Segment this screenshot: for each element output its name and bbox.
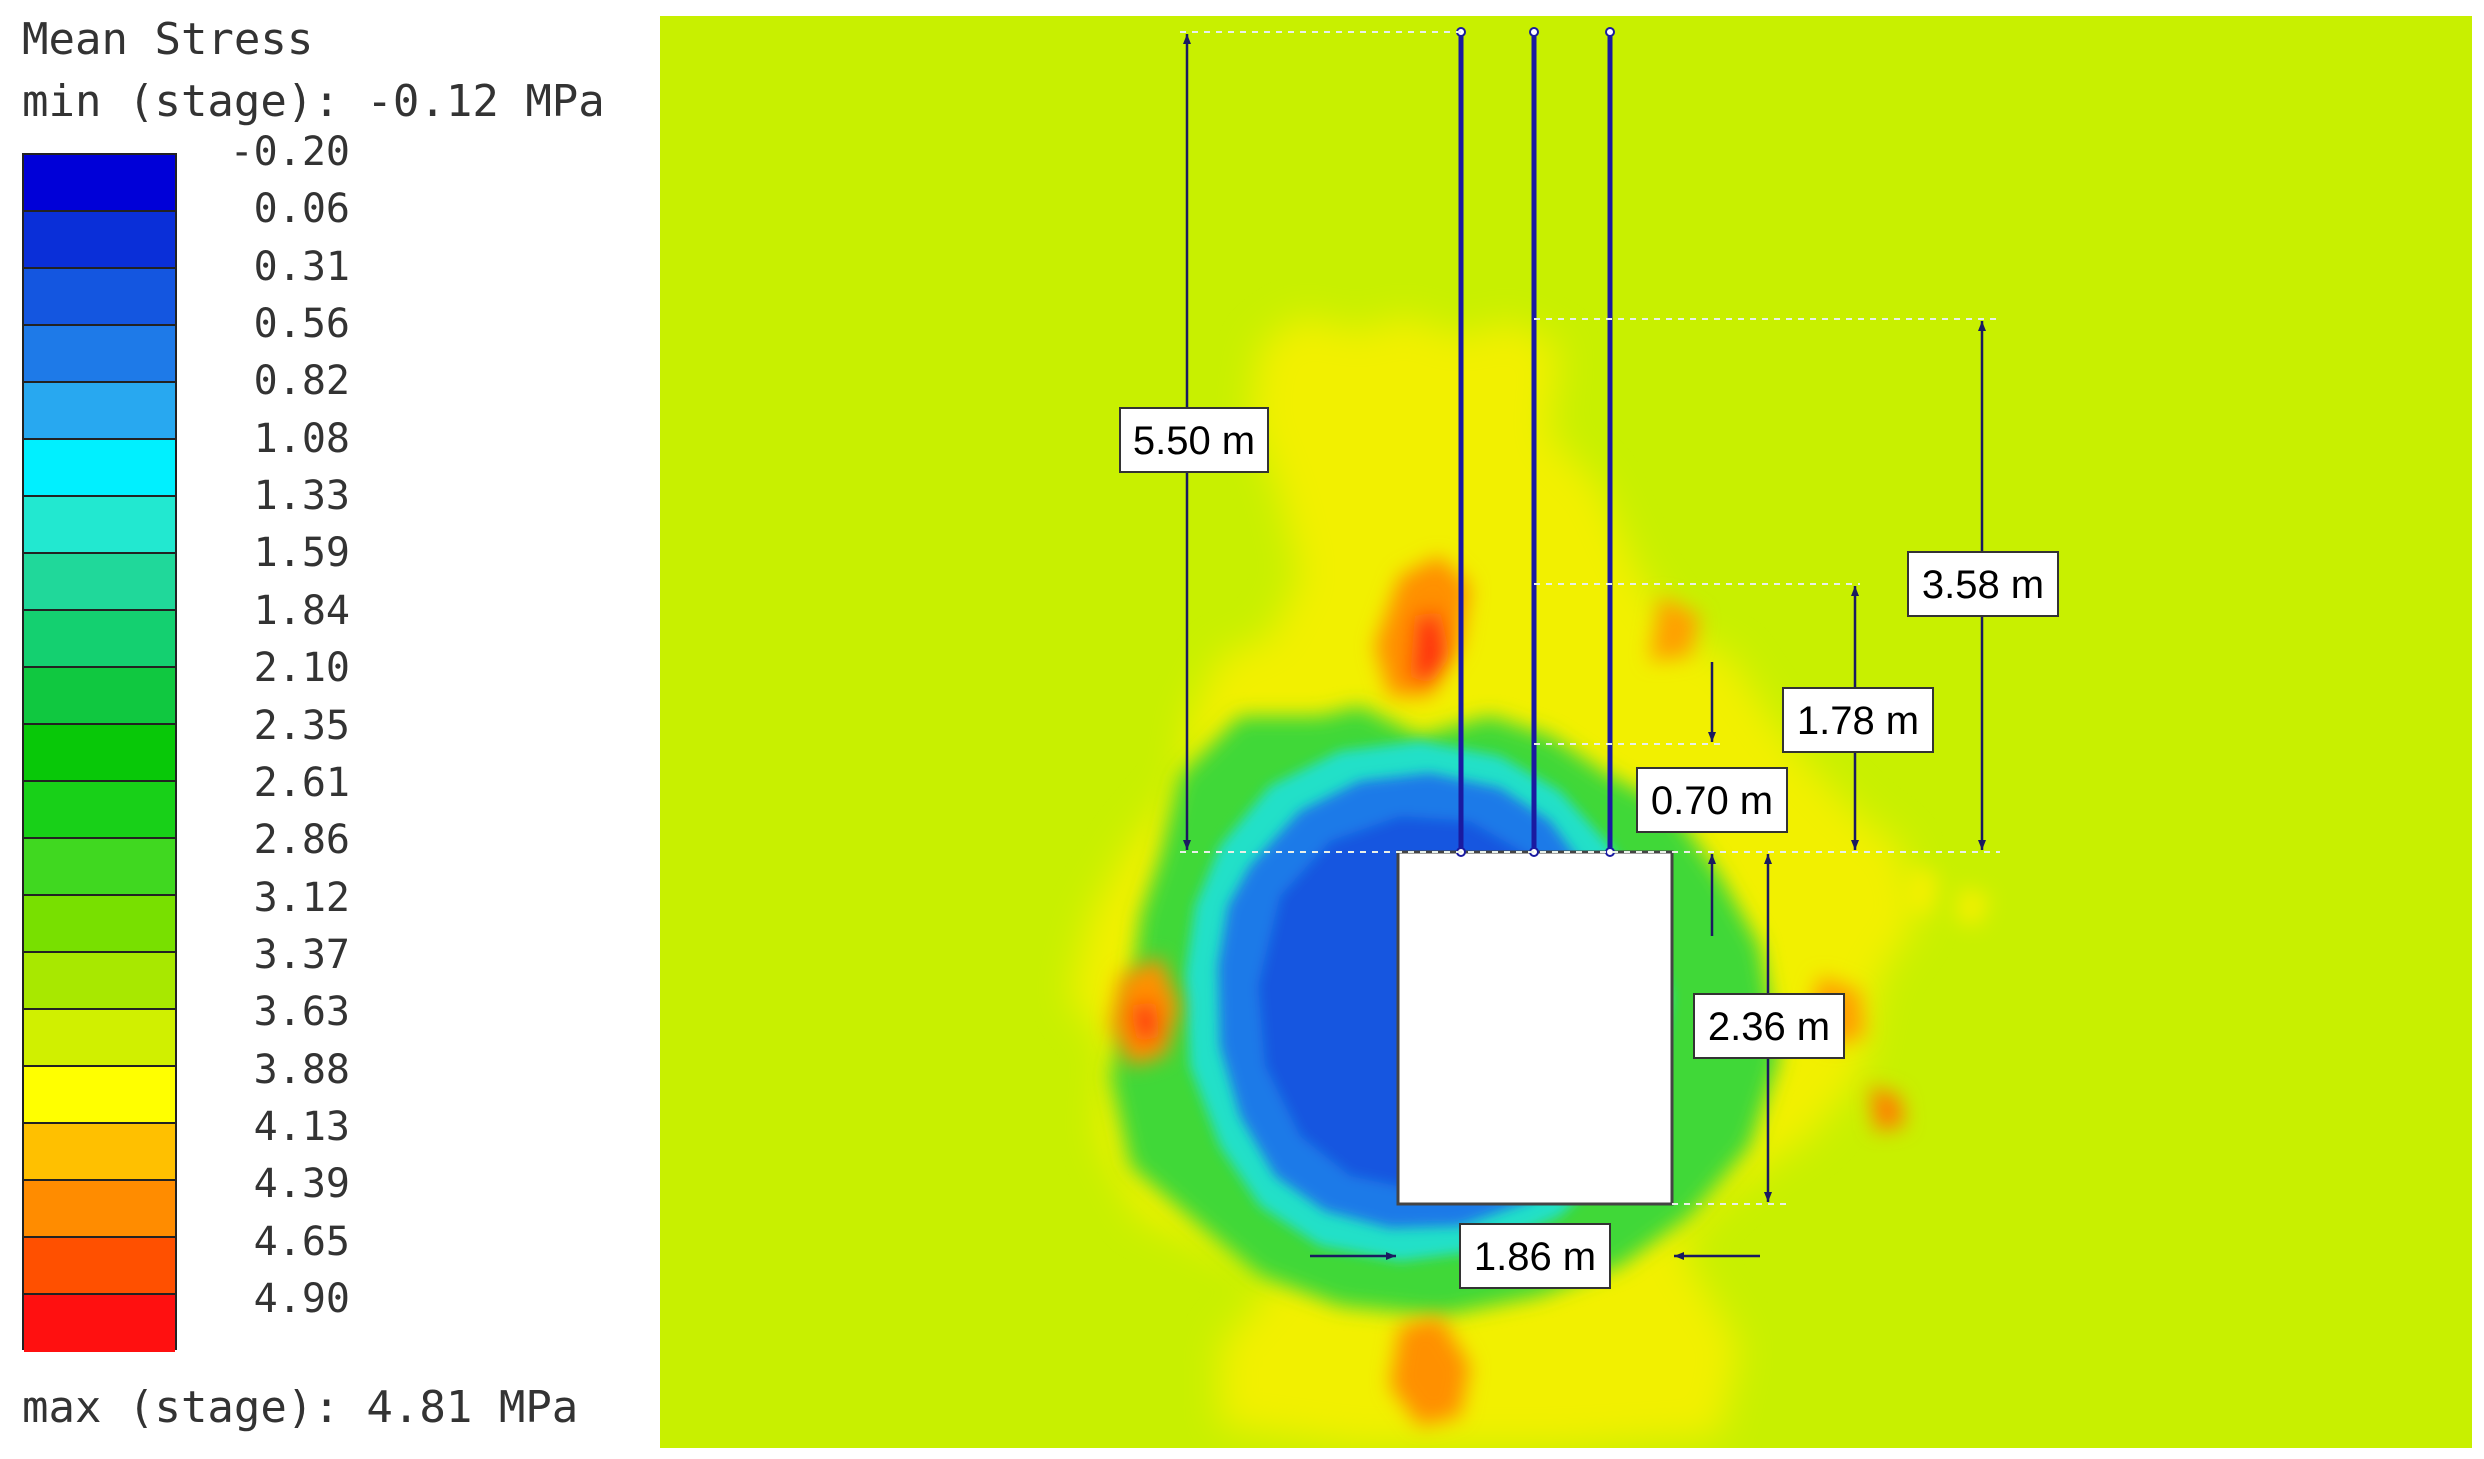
colorbar-tick-label: 3.37 (253, 931, 350, 978)
colorbar-tick-label: -0.20 (229, 129, 350, 175)
extension-lines (1180, 31, 2000, 1205)
colorbar-swatch (24, 1238, 175, 1295)
colorbar-swatch (24, 1181, 175, 1238)
colorbar (22, 153, 177, 1352)
colorbar-tick-label: 2.10 (253, 645, 350, 692)
colorbar-tick-label: 4.13 (253, 1103, 350, 1150)
colorbar-swatch (24, 440, 175, 497)
dim-label-0-70: 0.70 m (1636, 767, 1788, 833)
colorbar-tick-label: 2.35 (253, 702, 350, 749)
tunnel-opening (1396, 850, 1674, 1206)
colorbar-swatch (24, 1010, 175, 1067)
colorbar-swatch (24, 1295, 175, 1352)
dim-label-3-58: 3.58 m (1907, 551, 2059, 617)
colorbar-tick-label: 4.39 (253, 1161, 350, 1208)
colorbar-swatch (24, 896, 175, 953)
colorbar-swatch (24, 497, 175, 554)
colorbar-tick-label: 4.90 (253, 1276, 350, 1322)
colorbar-tick-label: 1.59 (253, 530, 350, 577)
colorbar-tick-label: 0.82 (253, 358, 350, 405)
svg-text:3.58 m: 3.58 m (1922, 563, 2044, 607)
colorbar-swatch (24, 155, 175, 212)
colorbar-tick-label: 0.06 (253, 186, 350, 233)
legend-max-value: max (stage): 4.81 MPa (22, 1382, 579, 1433)
dim-label-5-50: 5.50 m (1119, 407, 1269, 473)
colorbar-swatch (24, 953, 175, 1010)
colorbar-tick-label: 2.61 (253, 759, 350, 806)
colorbar-tick-label: 3.63 (253, 989, 350, 1036)
legend-panel: Mean Stress min (stage): -0.12 MPa -0.20… (0, 0, 655, 1459)
colorbar-swatch (24, 554, 175, 611)
colorbar-swatch (24, 1067, 175, 1124)
hotspots (1110, 556, 1990, 1426)
colorbar-swatch (24, 782, 175, 839)
colorbar-tick-label: 3.12 (253, 874, 350, 921)
colorbar-swatch (24, 725, 175, 782)
model-view: 5.50 m 3.58 m 1.78 m 0.70 m 2.36 m 1.86 … (660, 16, 2472, 1448)
colorbar-swatch (24, 668, 175, 725)
colorbar-tick-label: 1.33 (253, 473, 350, 520)
colorbar-swatch (24, 326, 175, 383)
rock-bolts (1458, 32, 1613, 852)
svg-text:5.50 m: 5.50 m (1133, 419, 1255, 463)
colorbar-tick-label: 3.88 (253, 1046, 350, 1093)
colorbar-tick-label: 0.56 (253, 301, 350, 348)
dim-label-2-36: 2.36 m (1693, 993, 1845, 1059)
legend-min-value: min (stage): -0.12 MPa (22, 76, 605, 127)
legend-title: Mean Stress (22, 14, 314, 65)
dim-label-1-86: 1.86 m (1459, 1223, 1611, 1289)
colorbar-tick-label: 2.86 (253, 817, 350, 864)
colorbar-tick-label: 1.84 (253, 587, 350, 634)
svg-text:1.78 m: 1.78 m (1797, 699, 1919, 743)
colorbar-tick-label: 1.08 (253, 415, 350, 462)
svg-text:0.70 m: 0.70 m (1651, 779, 1773, 823)
colorbar-tick-label: 0.31 (253, 243, 350, 290)
colorbar-swatch (24, 839, 175, 896)
stress-contour-plot: 5.50 m 3.58 m 1.78 m 0.70 m 2.36 m 1.86 … (1070, 27, 2059, 1446)
colorbar-swatch (24, 611, 175, 668)
colorbar-swatch (24, 269, 175, 326)
bolt-end-nodes (1456, 27, 1615, 857)
colorbar-swatch (24, 1124, 175, 1181)
dim-label-1-78: 1.78 m (1782, 687, 1934, 753)
svg-text:2.36 m: 2.36 m (1708, 1005, 1830, 1049)
svg-text:1.86 m: 1.86 m (1474, 1235, 1596, 1279)
colorbar-swatch (24, 383, 175, 440)
colorbar-swatch (24, 212, 175, 269)
colorbar-tick-label: 4.65 (253, 1218, 350, 1265)
